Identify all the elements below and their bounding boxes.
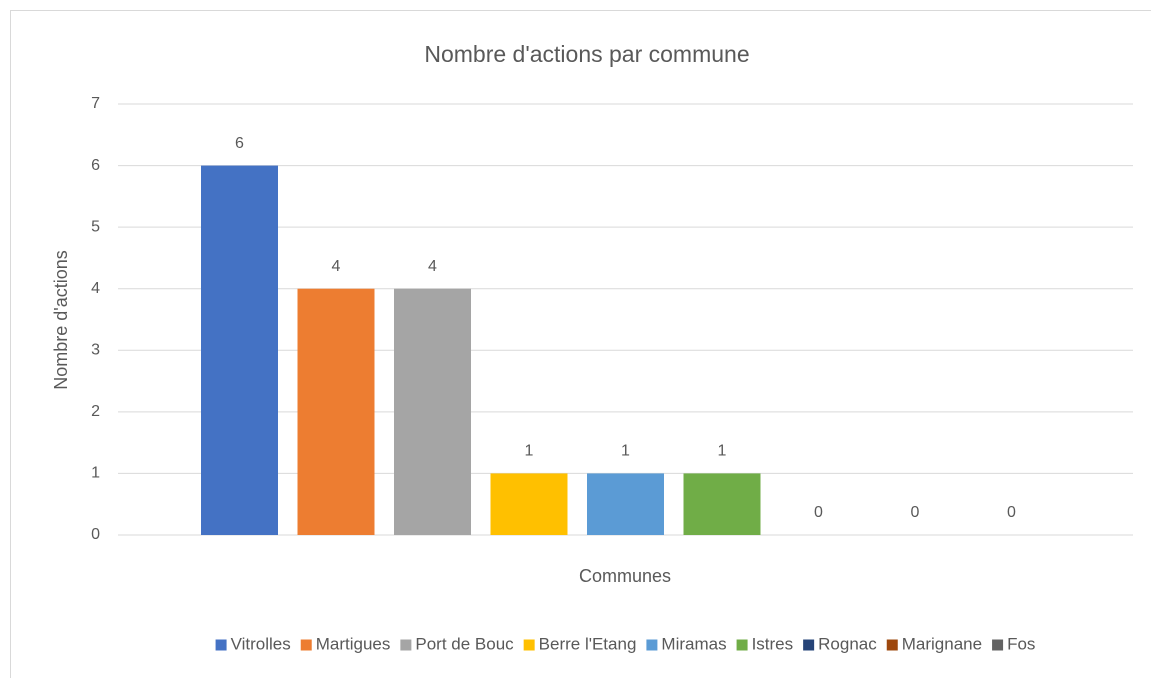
data-label: 0 [911, 504, 920, 521]
chart-frame [10, 10, 1151, 678]
legend-swatch [803, 639, 815, 651]
legend-label: Berre l'Etang [539, 634, 637, 653]
legend-swatch [992, 639, 1004, 651]
y-tick-label: 6 [91, 157, 100, 174]
bar [394, 288, 471, 535]
legend-swatch [215, 639, 227, 651]
chart-title: Nombre d'actions par commune [424, 41, 749, 67]
legend-label: Port de Bouc [415, 634, 514, 653]
data-label: 4 [428, 258, 437, 275]
y-tick-label: 7 [91, 95, 100, 112]
legend-swatch [300, 639, 312, 651]
bar [587, 473, 664, 535]
y-tick-label: 0 [91, 526, 100, 543]
data-label: 1 [718, 443, 727, 460]
y-tick-label: 5 [91, 218, 100, 235]
legend-swatch [400, 639, 412, 651]
y-tick-label: 3 [91, 342, 100, 359]
legend-label: Miramas [661, 634, 726, 653]
bar [201, 165, 278, 536]
legend-label: Martigues [316, 634, 391, 653]
data-label: 0 [814, 504, 823, 521]
data-label: 6 [235, 135, 244, 152]
x-axis-title: Communes [579, 566, 671, 586]
legend-label: Fos [1007, 634, 1035, 653]
legend-label: Vitrolles [231, 634, 291, 653]
y-tick-label: 4 [91, 280, 100, 297]
y-tick-label: 1 [91, 465, 100, 482]
data-label: 0 [1007, 504, 1016, 521]
bar [297, 288, 375, 535]
legend-label: Marignane [902, 634, 982, 653]
legend-swatch [646, 639, 658, 651]
data-label: 1 [525, 443, 534, 460]
y-tick-label: 2 [91, 403, 100, 420]
bar [490, 473, 568, 535]
y-axis-title: Nombre d'actions [51, 250, 71, 390]
data-label: 4 [332, 258, 341, 275]
legend-swatch [523, 639, 535, 651]
legend-swatch [736, 639, 748, 651]
bar [683, 473, 761, 535]
legend-swatch [886, 639, 898, 651]
legend-label: Istres [752, 634, 794, 653]
data-label: 1 [621, 443, 630, 460]
legend-label: Rognac [818, 634, 877, 653]
